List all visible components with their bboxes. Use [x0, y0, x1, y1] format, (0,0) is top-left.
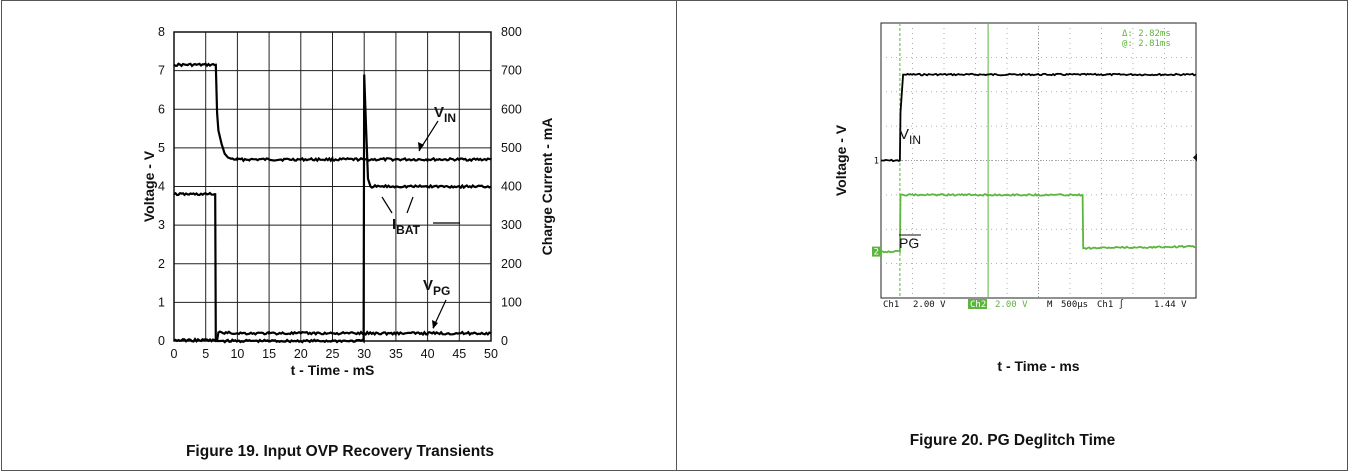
- x-tick-label: 0: [171, 347, 178, 361]
- vin-trace: [173, 62, 492, 163]
- y-tick-label: 7: [158, 64, 165, 78]
- figure-20-panel: 1 2 Δ: 2.82ms @: 2.81ms VIN PG Ch1 2.00 V Ch2 2.0…: [677, 0, 1348, 471]
- y2-tick-label: 400: [501, 180, 522, 194]
- y2-tick-label: 800: [501, 25, 522, 39]
- x-tick-label: 15: [262, 347, 276, 361]
- vin-label-sub: IN: [444, 111, 456, 125]
- scope-grid: [881, 23, 1196, 298]
- vin-arrowhead: [418, 142, 424, 151]
- ibat-label: IBAT: [392, 216, 421, 237]
- ibat-trace: [173, 74, 492, 344]
- status-trigger-level: 1.44 V: [1154, 300, 1187, 310]
- ch2-marker-box: [872, 246, 881, 257]
- y2-tick-label: 700: [501, 64, 522, 78]
- ibat-pointer: [381, 196, 393, 214]
- y-tick-label: 2: [158, 257, 165, 271]
- x-tick-label: 10: [230, 347, 244, 361]
- status-ch2-scale: 2.00 V: [995, 300, 1028, 310]
- y-tick-label: 6: [158, 102, 165, 116]
- y-tick-label: 3: [158, 218, 165, 232]
- y-tick-label: 4: [158, 180, 165, 194]
- x-tick-label: 30: [357, 347, 371, 361]
- status-ch1-scale: 2.00 V: [913, 300, 946, 310]
- status-ch1: Ch1: [883, 300, 899, 310]
- x-tick-label: 25: [326, 347, 340, 361]
- y2-axis-label: Charge Current - mA: [539, 118, 555, 256]
- y-tick-label: 1: [158, 295, 165, 309]
- x-tick-label: 40: [421, 347, 435, 361]
- vin-label-main: V: [434, 104, 444, 121]
- vin-label: VIN: [434, 104, 456, 125]
- y2-tick-label: 300: [501, 218, 522, 232]
- y-axis-label: Voltage - V: [833, 124, 849, 196]
- ibat-label-sub: BAT: [396, 223, 420, 237]
- cursor-position-readout: @: 2.81ms: [1122, 39, 1171, 49]
- x-tick-label: 50: [484, 347, 498, 361]
- y2-tick-label: 0: [501, 334, 508, 348]
- vin-scope-label-main: V: [899, 126, 909, 143]
- vpg-label-sub: PG: [433, 284, 450, 298]
- vpg-trace: [173, 330, 492, 343]
- y-tick-label: 5: [158, 141, 165, 155]
- cursor-delta-readout: Δ: 2.82ms: [1122, 29, 1171, 39]
- y2-tick-label: 500: [501, 141, 522, 155]
- ibat-label-main: I: [392, 216, 396, 233]
- x-tick-label: 5: [202, 347, 209, 361]
- vin-scope-trace: [881, 72, 1196, 163]
- pg-scope-trace: [880, 192, 1197, 254]
- x-axis-label: t - Time - ms: [997, 358, 1079, 374]
- ch2-marker: 2: [874, 248, 879, 258]
- y-tick-label: 0: [158, 334, 165, 348]
- figure-20-caption: Figure 20. PG Deglitch Time: [909, 432, 1116, 449]
- vpg-label: VPG: [423, 277, 450, 298]
- y2-tick-label: 200: [501, 257, 522, 271]
- y2-tick-label: 100: [501, 295, 522, 309]
- vin-scope-label: VIN: [899, 126, 921, 147]
- trigger-level-icon: [1193, 153, 1197, 162]
- status-timebase: 500μs: [1061, 300, 1088, 310]
- pg-deglitch-chart: 1 2 Δ: 2.82ms@: 2.81ms VIN PG Ch1 2.00 V Ch2 2.0…: [833, 22, 1197, 374]
- status-ch2: Ch2: [970, 300, 986, 310]
- figure-19-panel: 0 5 10 15 20 25 30 35 40 45 50 0 0 1 100 2 200 3 300 4 400 5 5…: [1, 0, 677, 471]
- ch2-status-box: [968, 299, 987, 309]
- y-axis-label: Voltage - V: [141, 150, 157, 222]
- y-tick-label: 8: [158, 25, 165, 39]
- x-tick-label: 35: [389, 347, 403, 361]
- status-trigger-source: Ch1 ∫: [1097, 299, 1124, 310]
- vin-scope-label-sub: IN: [909, 133, 921, 147]
- ch1-marker: 1: [874, 157, 879, 167]
- status-mode: M: [1047, 300, 1053, 310]
- pg-scope-label: PG: [899, 235, 919, 251]
- y2-tick-label: 600: [501, 102, 522, 116]
- figure-19-caption: Figure 19. Input OVP Recovery Transients: [185, 443, 495, 460]
- x-tick-label: 45: [452, 347, 466, 361]
- vpg-label-main: V: [423, 277, 433, 294]
- ibat-pointer-2: [406, 196, 414, 214]
- x-tick-label: 20: [294, 347, 308, 361]
- vpg-arrowhead: [432, 320, 438, 329]
- x-axis-label: t - Time - mS: [291, 362, 375, 378]
